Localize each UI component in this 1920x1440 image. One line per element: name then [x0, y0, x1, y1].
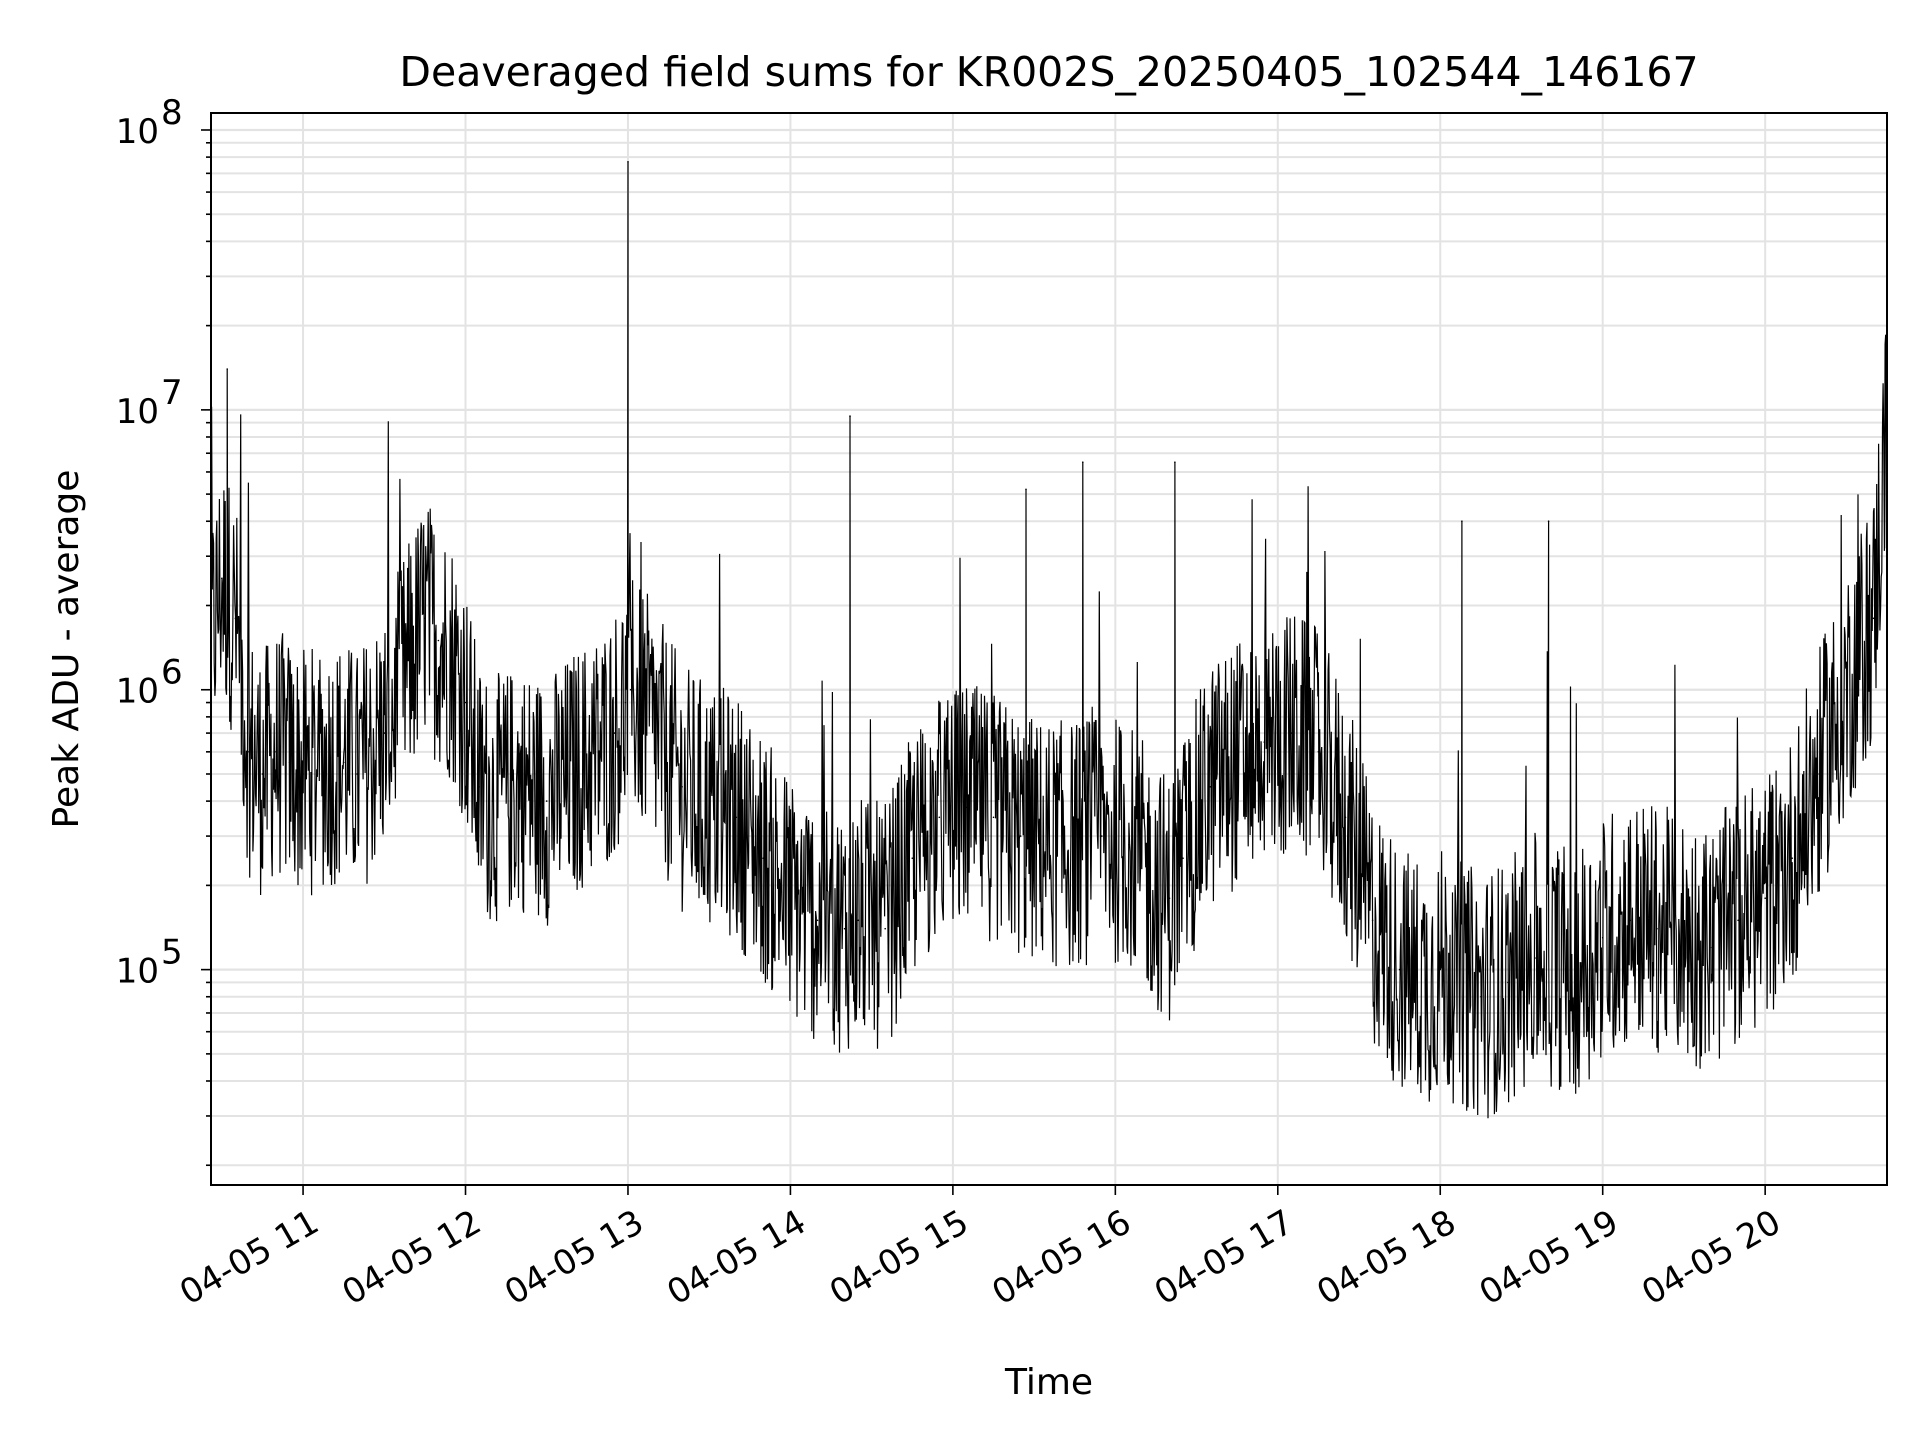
data-point: [478, 786, 480, 788]
y-tick-label-base: 10: [116, 952, 159, 992]
data-point: [342, 761, 345, 764]
data-point: [1629, 919, 1631, 922]
data-point: [1398, 968, 1401, 971]
data-point: [629, 688, 632, 691]
y-axis-label: Peak ADU - average: [46, 470, 87, 829]
data-point: [424, 617, 426, 620]
data-point: [1683, 936, 1685, 939]
data-point: [1507, 981, 1509, 984]
data-point: [464, 701, 467, 704]
data-point: [627, 161, 629, 163]
data-point: [816, 919, 819, 922]
data-point: [302, 773, 304, 775]
data-point: [1534, 957, 1536, 959]
data-point: [1764, 897, 1766, 899]
data-point: [518, 786, 521, 788]
data-point: [843, 927, 846, 930]
series-line: [210, 161, 1888, 1119]
data-point: [1818, 773, 1821, 775]
data-point: [735, 816, 738, 819]
data-point: [410, 657, 413, 659]
data-point: [1656, 927, 1658, 930]
data-point: [491, 800, 494, 802]
data-point: [1737, 919, 1739, 922]
data-point: [1344, 816, 1347, 819]
y-tick-label: 10 6: [116, 653, 183, 712]
y-tick-label-exponent: 5: [161, 933, 183, 973]
data-point: [234, 617, 237, 620]
data-point: [708, 806, 710, 809]
y-tick-label-base: 10: [116, 112, 159, 152]
data-point: [992, 816, 995, 819]
x-axis-label: Time: [1004, 1362, 1093, 1403]
data-point: [849, 415, 851, 417]
data-point: [681, 786, 683, 788]
data-point: [1317, 751, 1320, 753]
y-tick-label-exponent: 6: [161, 653, 183, 693]
y-tick-label: 10 7: [116, 373, 183, 432]
data-point: [545, 800, 548, 802]
data-point: [288, 761, 291, 764]
data-point: [789, 897, 792, 899]
data-point: [451, 657, 453, 659]
data-point: [1710, 946, 1712, 949]
data-point: [356, 773, 359, 775]
data-point: [1082, 461, 1084, 464]
data-point: [1025, 488, 1027, 491]
data-point: [1182, 857, 1184, 859]
y-tick-label-exponent: 8: [161, 93, 183, 133]
data-point: [1019, 835, 1022, 837]
data-point: [1547, 520, 1550, 522]
data-point: [762, 857, 765, 859]
data-point: [857, 919, 859, 922]
chart-title: Deaveraged field sums for KR002S_2025040…: [399, 48, 1698, 96]
data-point: [1046, 843, 1049, 846]
data-point: [1425, 981, 1428, 984]
data-point: [226, 368, 228, 370]
data-point: [1574, 968, 1577, 971]
data-point: [654, 732, 656, 734]
data-point: [275, 751, 277, 753]
series-layer: [210, 161, 1888, 1119]
data-point: [1073, 843, 1076, 846]
data-point: [600, 751, 602, 753]
data-point: [965, 806, 968, 809]
data-point: [613, 732, 616, 734]
data-point: [1101, 835, 1103, 837]
data-point: [261, 773, 264, 775]
y-tick-label-exponent: 7: [161, 373, 183, 413]
y-tick-label-base: 10: [116, 392, 159, 432]
data-point: [1174, 461, 1176, 464]
data-point: [1128, 843, 1130, 846]
plot-frame: [210, 112, 1888, 1186]
data-point: [938, 816, 941, 819]
data-point: [1168, 897, 1171, 899]
data-point: [1872, 617, 1875, 620]
data-point: [1371, 919, 1374, 922]
y-tick-label-base: 10: [116, 672, 159, 712]
y-tick-label: 10 5: [116, 933, 183, 992]
data-point: [1155, 884, 1157, 887]
data-point: [329, 761, 331, 764]
data-point: [221, 577, 223, 580]
data-point: [383, 732, 386, 734]
data-point: [1845, 688, 1848, 691]
data-point: [248, 751, 250, 753]
data-point: [884, 927, 886, 930]
data-point: [1290, 732, 1293, 734]
data-point: [437, 639, 440, 642]
data-point: [624, 701, 627, 704]
data-point: [1236, 761, 1238, 764]
data-point: [1263, 741, 1266, 743]
data-point: [573, 773, 575, 775]
y-tick-label: 10 8: [116, 93, 183, 152]
data-point: [1439, 968, 1441, 971]
data-point: [911, 857, 914, 859]
data-point: [1791, 857, 1793, 859]
data-point: [1209, 786, 1211, 788]
data-point: [1601, 936, 1604, 939]
data-point: [1461, 520, 1463, 522]
data-point: [1480, 995, 1482, 998]
